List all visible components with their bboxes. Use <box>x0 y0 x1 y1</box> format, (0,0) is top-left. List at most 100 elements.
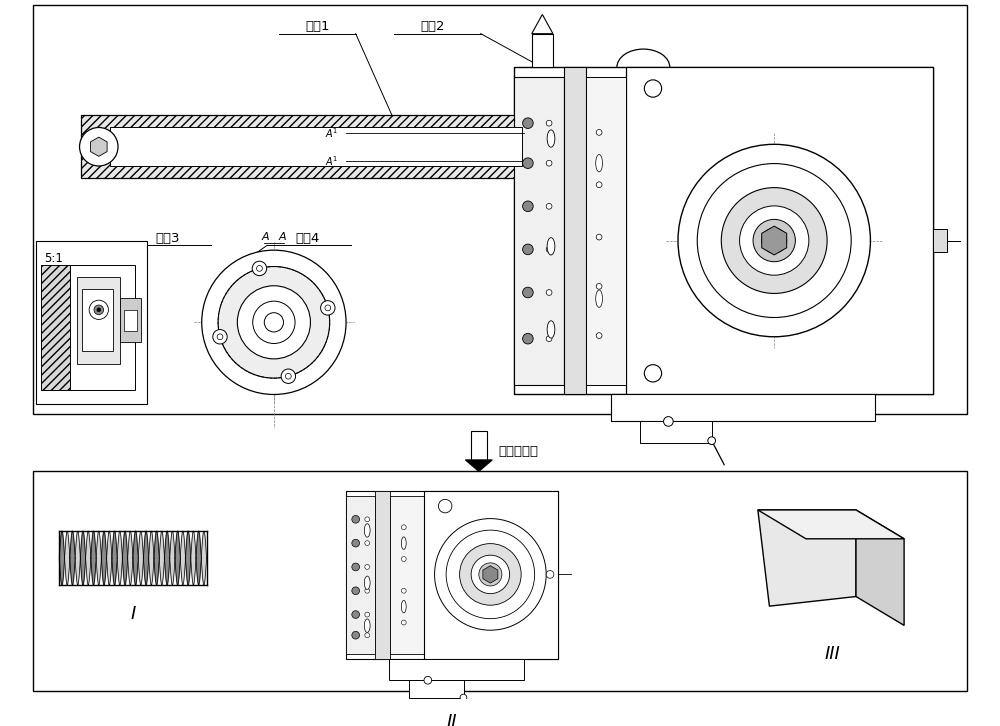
Circle shape <box>596 129 602 135</box>
Bar <box>81 115 524 178</box>
Circle shape <box>401 557 406 561</box>
Bar <box>375 491 390 659</box>
Ellipse shape <box>547 237 555 255</box>
Circle shape <box>484 568 497 581</box>
Bar <box>77 277 120 364</box>
Polygon shape <box>138 531 143 585</box>
Ellipse shape <box>401 600 406 613</box>
Ellipse shape <box>364 523 370 537</box>
Bar <box>640 421 712 443</box>
Circle shape <box>644 364 662 382</box>
Text: A: A <box>279 232 286 242</box>
Circle shape <box>523 201 533 211</box>
Circle shape <box>281 369 296 383</box>
Circle shape <box>401 525 406 530</box>
Bar <box>390 496 424 654</box>
Ellipse shape <box>547 321 555 338</box>
Circle shape <box>546 571 554 578</box>
Text: $A^1$: $A^1$ <box>325 154 338 168</box>
Polygon shape <box>86 531 91 585</box>
Polygon shape <box>191 531 196 585</box>
Circle shape <box>753 219 795 261</box>
Polygon shape <box>133 531 138 585</box>
Ellipse shape <box>364 619 370 632</box>
Circle shape <box>202 250 346 394</box>
Circle shape <box>352 587 360 595</box>
Bar <box>110 127 522 166</box>
Polygon shape <box>112 531 117 585</box>
Bar <box>514 77 564 385</box>
Circle shape <box>546 336 552 341</box>
Polygon shape <box>201 531 207 585</box>
Circle shape <box>352 563 360 571</box>
Circle shape <box>401 620 406 625</box>
Circle shape <box>89 300 108 319</box>
Polygon shape <box>117 531 122 585</box>
Bar <box>564 68 586 394</box>
Circle shape <box>546 290 552 295</box>
Polygon shape <box>65 531 70 585</box>
Polygon shape <box>175 531 180 585</box>
Circle shape <box>546 203 552 209</box>
Polygon shape <box>170 531 175 585</box>
Polygon shape <box>159 531 164 585</box>
Circle shape <box>678 144 870 337</box>
Bar <box>41 264 75 390</box>
Circle shape <box>217 334 223 340</box>
Circle shape <box>523 287 533 298</box>
Circle shape <box>471 555 510 594</box>
Polygon shape <box>122 531 128 585</box>
Circle shape <box>253 301 295 343</box>
Circle shape <box>352 539 360 547</box>
Circle shape <box>352 515 360 523</box>
Circle shape <box>546 160 552 166</box>
Ellipse shape <box>596 290 602 307</box>
Circle shape <box>401 588 406 593</box>
Polygon shape <box>90 137 107 156</box>
Text: 结合4: 结合4 <box>295 232 320 245</box>
Polygon shape <box>149 531 154 585</box>
Circle shape <box>325 305 331 311</box>
Polygon shape <box>856 510 904 625</box>
Text: 结合2: 结合2 <box>420 20 445 33</box>
Circle shape <box>252 261 267 276</box>
Circle shape <box>352 632 360 639</box>
Circle shape <box>365 517 370 522</box>
Circle shape <box>365 633 370 637</box>
Circle shape <box>321 301 335 315</box>
Circle shape <box>352 611 360 619</box>
Circle shape <box>596 182 602 187</box>
Ellipse shape <box>596 155 602 172</box>
Bar <box>346 491 558 659</box>
Bar <box>36 240 147 404</box>
Polygon shape <box>143 531 149 585</box>
Text: 结合3: 结合3 <box>156 232 180 245</box>
Circle shape <box>740 206 809 275</box>
Circle shape <box>213 330 227 344</box>
Bar <box>82 289 113 351</box>
Bar <box>586 77 626 385</box>
Circle shape <box>596 333 602 338</box>
Circle shape <box>460 544 521 605</box>
Circle shape <box>285 373 291 379</box>
Polygon shape <box>180 531 186 585</box>
Circle shape <box>523 118 533 129</box>
Circle shape <box>546 121 552 126</box>
Circle shape <box>438 499 452 513</box>
Polygon shape <box>762 226 787 255</box>
Circle shape <box>424 677 432 684</box>
Polygon shape <box>128 531 133 585</box>
Circle shape <box>523 158 533 168</box>
Polygon shape <box>532 15 553 33</box>
Bar <box>70 264 135 390</box>
Polygon shape <box>75 531 80 585</box>
Circle shape <box>596 283 602 289</box>
Circle shape <box>664 417 673 426</box>
Polygon shape <box>758 510 904 539</box>
Bar <box>532 33 553 68</box>
Bar <box>346 496 375 654</box>
Bar <box>120 298 141 341</box>
Bar <box>33 471 967 691</box>
Bar <box>471 431 487 460</box>
Text: 结合1: 结合1 <box>305 20 329 33</box>
